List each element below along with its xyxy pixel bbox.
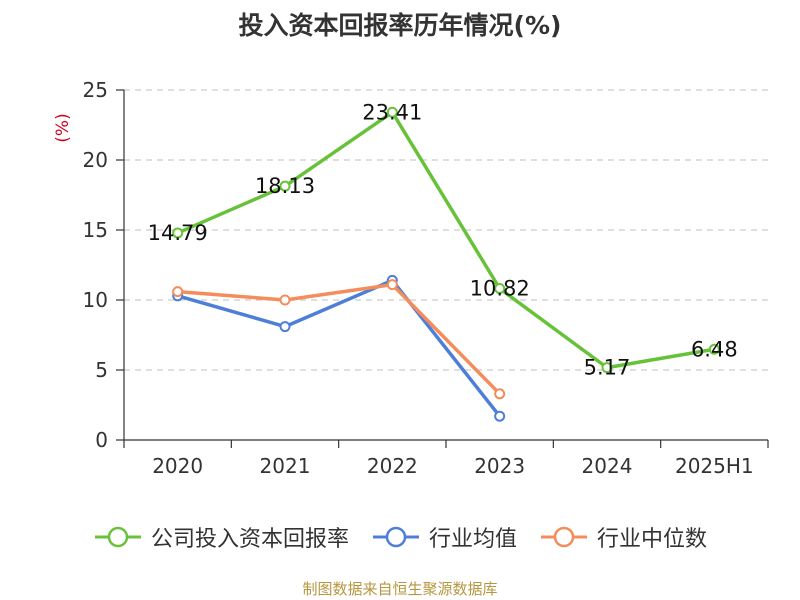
legend-item-2[interactable]: 行业中位数 [539, 521, 707, 553]
legend-label: 行业均值 [428, 527, 517, 552]
y-tick-label: 10 [83, 288, 108, 312]
y-tick-label: 20 [83, 148, 108, 172]
x-tick-label-2024: 2024 [582, 454, 633, 478]
data-label-2024: 5.17 [584, 356, 631, 380]
y-tick-label: 5 [95, 358, 108, 382]
legend-swatch-icon [94, 526, 141, 548]
legend-item-1[interactable]: 行业均值 [371, 521, 517, 553]
data-point-s0-2023 [494, 283, 506, 295]
legend-swatch-icon [372, 526, 419, 548]
data-label-2023: 10.82 [470, 277, 530, 301]
data-point-s1-2023 [494, 410, 506, 422]
x-tick-label-2025H1: 2025H1 [675, 454, 754, 478]
data-point-s2-2022 [386, 279, 398, 291]
data-point-s2-2021 [279, 294, 291, 306]
data-label-2025H1: 6.48 [691, 337, 738, 361]
data-point-s1-2021 [279, 321, 291, 333]
data-point-s0-2021 [279, 180, 291, 192]
legend-label: 行业中位数 [597, 527, 708, 552]
x-tick-label-2022: 2022 [367, 454, 418, 478]
data-point-s0-2020 [172, 227, 184, 239]
data-point-s0-2024 [601, 362, 613, 374]
x-tick-label-2020: 2020 [152, 454, 203, 478]
data-label-2021: 18.13 [255, 174, 315, 198]
chart-legend: 公司投入资本回报率 行业均值 行业中位数 [0, 520, 800, 554]
y-tick-label: 0 [95, 428, 108, 452]
data-point-s0-2025H1 [708, 343, 720, 355]
data-point-s2-2020 [172, 286, 184, 298]
chart-title: 投入资本回报率历年情况(%) [238, 11, 562, 40]
legend-label: 公司投入资本回报率 [150, 527, 349, 552]
data-source-note: 制图数据来自恒生聚源数据库 [302, 580, 498, 598]
y-tick-label: 15 [83, 218, 108, 242]
data-label-2020: 14.79 [148, 221, 208, 245]
x-tick-label-2021: 2021 [260, 454, 311, 478]
series-line-1 [175, 278, 502, 418]
legend-item-0[interactable]: 公司投入资本回报率 [93, 521, 349, 553]
data-point-s2-2023 [494, 388, 506, 400]
legend-swatch-icon [541, 526, 587, 548]
y-tick-label: 25 [83, 78, 108, 102]
y-axis-label: (%) [53, 113, 73, 142]
data-point-s0-2022 [386, 106, 398, 118]
x-tick-label-2023: 2023 [474, 454, 525, 478]
series-line-2 [175, 282, 502, 396]
data-label-2022: 23.41 [362, 100, 422, 124]
series-line-0 [175, 110, 717, 370]
